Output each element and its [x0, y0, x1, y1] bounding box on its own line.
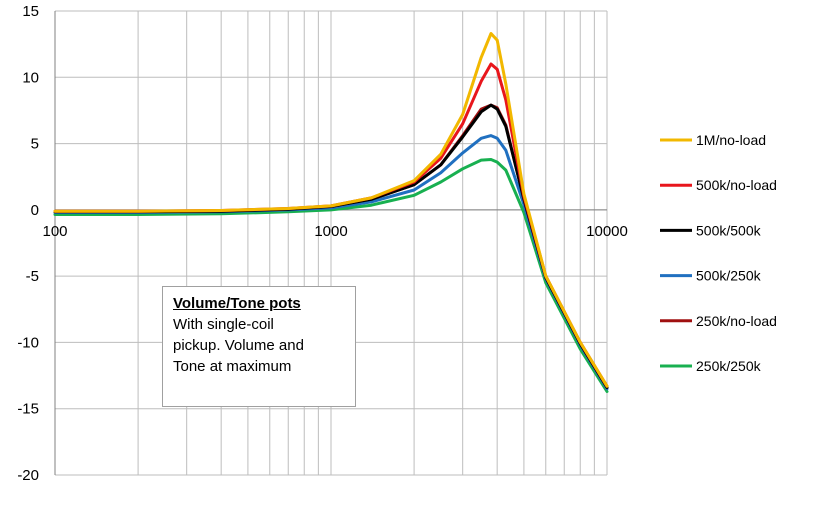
series-lines	[53, 32, 609, 393]
y-tick-label: -10	[17, 334, 39, 351]
legend-label: 500k/no-load	[696, 177, 777, 193]
y-tick-label: 5	[31, 136, 39, 153]
annotation-line-3: Tone at maximum	[173, 358, 292, 375]
legend-label: 500k/500k	[696, 222, 762, 238]
y-tick-label: 0	[31, 202, 39, 219]
series-line-250k/250k	[53, 158, 609, 393]
x-tick-label: 10000	[586, 223, 628, 240]
y-tick-label: -15	[17, 401, 39, 418]
y-tick-label: 10	[22, 69, 39, 86]
y-tick-label: 15	[22, 3, 39, 20]
legend-label: 500k/250k	[696, 268, 762, 284]
legend-label: 250k/no-load	[696, 313, 777, 329]
x-tick-label: 1000	[314, 223, 347, 240]
legend-label: 250k/250k	[696, 358, 762, 374]
legend-label: 1M/no-load	[696, 132, 766, 148]
series-line-1M/no-load	[53, 32, 609, 388]
x-tick-label: 100	[42, 223, 67, 240]
y-tick-label: -5	[26, 268, 39, 285]
annotation-line-2: pickup. Volume and	[173, 337, 304, 354]
annotation-line-1: With single-coil	[173, 316, 274, 333]
annotation-box: Volume/Tone pots With single-coil pickup…	[162, 286, 356, 407]
legend: 1M/no-load 500k/no-load 500k/500k 500k/250k…	[660, 132, 777, 374]
y-tick-label: -20	[17, 467, 39, 484]
annotation-title: Volume/Tone pots	[173, 295, 301, 312]
